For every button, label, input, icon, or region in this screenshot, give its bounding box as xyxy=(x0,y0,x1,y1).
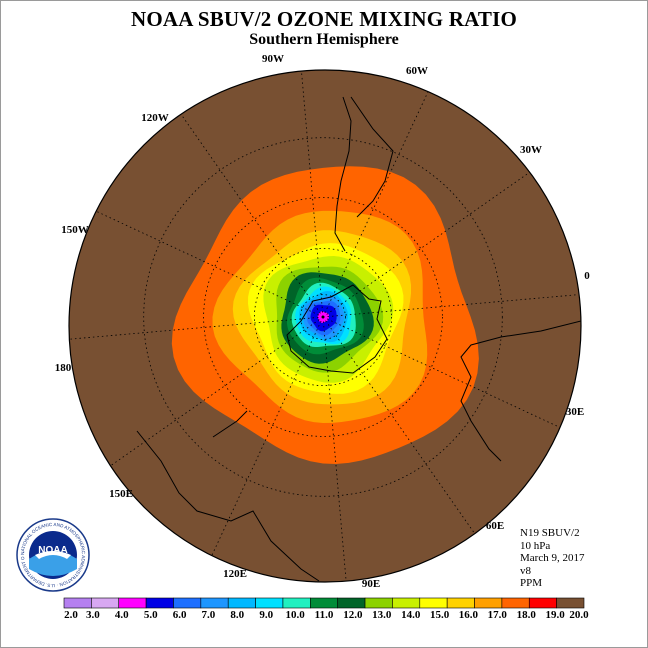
colorbar-tick-label: 9.0 xyxy=(259,609,273,621)
colorbar-swatch xyxy=(446,597,475,609)
longitude-label: 120E xyxy=(223,568,247,580)
longitude-line xyxy=(71,316,324,494)
colorbar-tick-label: 11.0 xyxy=(315,609,334,621)
logo-text: NOAA xyxy=(38,545,67,556)
pressure-level-label: 10 hPa xyxy=(520,539,551,552)
longitude-line xyxy=(192,316,324,582)
colorbar-swatch xyxy=(392,597,421,609)
longitude-label: 30W xyxy=(520,144,542,156)
colorbar-tick-label: 18.0 xyxy=(517,609,537,621)
colorbar-tick-label: 14.0 xyxy=(401,609,421,621)
colorbar-swatch xyxy=(310,597,338,609)
longitude-label: 150E xyxy=(109,488,133,500)
colorbar-swatch xyxy=(173,597,202,609)
coastlines xyxy=(136,96,581,582)
colorbar-tick-label: 12.0 xyxy=(343,609,363,621)
africa-coast xyxy=(460,320,581,462)
colorbar-tick-label: 6.0 xyxy=(173,609,187,621)
map-title: NOAA SBUV/2 OZONE MIXING RATIO xyxy=(131,7,517,31)
longitude-line xyxy=(322,70,454,318)
latitude-circle xyxy=(300,294,346,340)
colorbar-swatch xyxy=(63,597,92,609)
colorbar-swatch xyxy=(501,597,530,609)
colorbar-swatch xyxy=(91,597,120,609)
colorbar-tick-label: 16.0 xyxy=(459,609,479,621)
longitude-label: 180 xyxy=(55,362,72,374)
colorbar-tick-label: 15.0 xyxy=(430,609,450,621)
colorbar-swatch xyxy=(528,597,557,609)
colorbar-tick-label: 7.0 xyxy=(202,609,216,621)
colorbar-tick-label: 2.0 xyxy=(64,609,78,621)
colorbar-swatch xyxy=(118,597,147,609)
colorbar-swatch xyxy=(364,597,393,609)
australia-coast xyxy=(136,410,320,582)
latitude-circle xyxy=(143,137,503,497)
date-label: March 9, 2017 xyxy=(520,552,585,564)
colorbar-tick-label: 10.0 xyxy=(285,609,305,621)
longitude-label: 120W xyxy=(141,112,169,124)
map-subtitle: Southern Hemisphere xyxy=(249,31,399,48)
longitude-label: 60E xyxy=(486,520,504,532)
longitude-line xyxy=(69,186,324,318)
colorbar-swatch xyxy=(282,597,311,609)
polar-map: 90W 60W 30W 0 30E 60E 90E 120E 150E 180 150W 120W xyxy=(55,53,591,590)
colorbar-tick-label: 17.0 xyxy=(488,609,508,621)
colorbar-tick-label: 5.0 xyxy=(144,609,158,621)
colorbar-tick-label: 3.0 xyxy=(86,609,100,621)
longitude-label: 60W xyxy=(406,65,428,77)
colorbar-swatch xyxy=(145,597,174,609)
colorbar-swatch xyxy=(474,597,503,609)
longitude-label: 30E xyxy=(566,406,584,418)
longitude-line xyxy=(295,70,324,318)
antarctica-coast xyxy=(286,284,388,374)
longitude-line xyxy=(322,289,581,318)
colorbar-swatch xyxy=(200,597,229,609)
colorbar-swatch xyxy=(419,597,448,609)
colorbar-swatch xyxy=(556,597,585,609)
contour-fill-group xyxy=(69,70,581,582)
map-border xyxy=(68,69,582,583)
latitude-circle xyxy=(203,197,443,437)
colorbar-swatch xyxy=(337,597,366,609)
noaa-logo: NATIONAL OCEANIC AND ATMOSPHERIC ADMINIS… xyxy=(13,513,91,598)
longitude-line xyxy=(322,316,351,582)
colorbar-tick-label: 4.0 xyxy=(115,609,129,621)
version-label: v8 xyxy=(520,564,531,577)
longitude-label: 150W xyxy=(61,224,89,236)
colorbar-tick-label: 13.0 xyxy=(372,609,392,621)
longitude-label: 0 xyxy=(584,270,590,282)
longitude-label: 90E xyxy=(362,578,380,590)
longitude-line xyxy=(322,140,575,318)
longitude-line xyxy=(322,316,500,569)
longitude-line xyxy=(322,316,581,448)
instrument-label: N19 SBUV/2 xyxy=(520,527,580,539)
colorbar-tick-label: 20.0 xyxy=(569,609,589,621)
units-label: PPM xyxy=(520,577,543,589)
longitude-line xyxy=(69,316,324,345)
colorbar-swatch xyxy=(227,597,256,609)
info-block: N19 SBUV/2 10 hPa March 9, 2017 v8 PPM xyxy=(520,527,584,590)
graticule xyxy=(69,70,581,582)
colorbar-tick-label: 8.0 xyxy=(230,609,244,621)
south-america-coast xyxy=(334,96,394,252)
colorbar: 2.0 3.0 4.0 5.0 6.0 7.0 8.0 9.0 10.0 11.0 12.0 13.0… xyxy=(63,597,589,621)
longitude-label: 90W xyxy=(262,53,284,65)
longitude-line xyxy=(146,70,324,318)
colorbar-swatch xyxy=(255,597,284,609)
colorbar-tick-label: 19.0 xyxy=(545,609,565,621)
